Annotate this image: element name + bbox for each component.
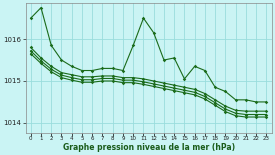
X-axis label: Graphe pression niveau de la mer (hPa): Graphe pression niveau de la mer (hPa) [62, 143, 235, 152]
